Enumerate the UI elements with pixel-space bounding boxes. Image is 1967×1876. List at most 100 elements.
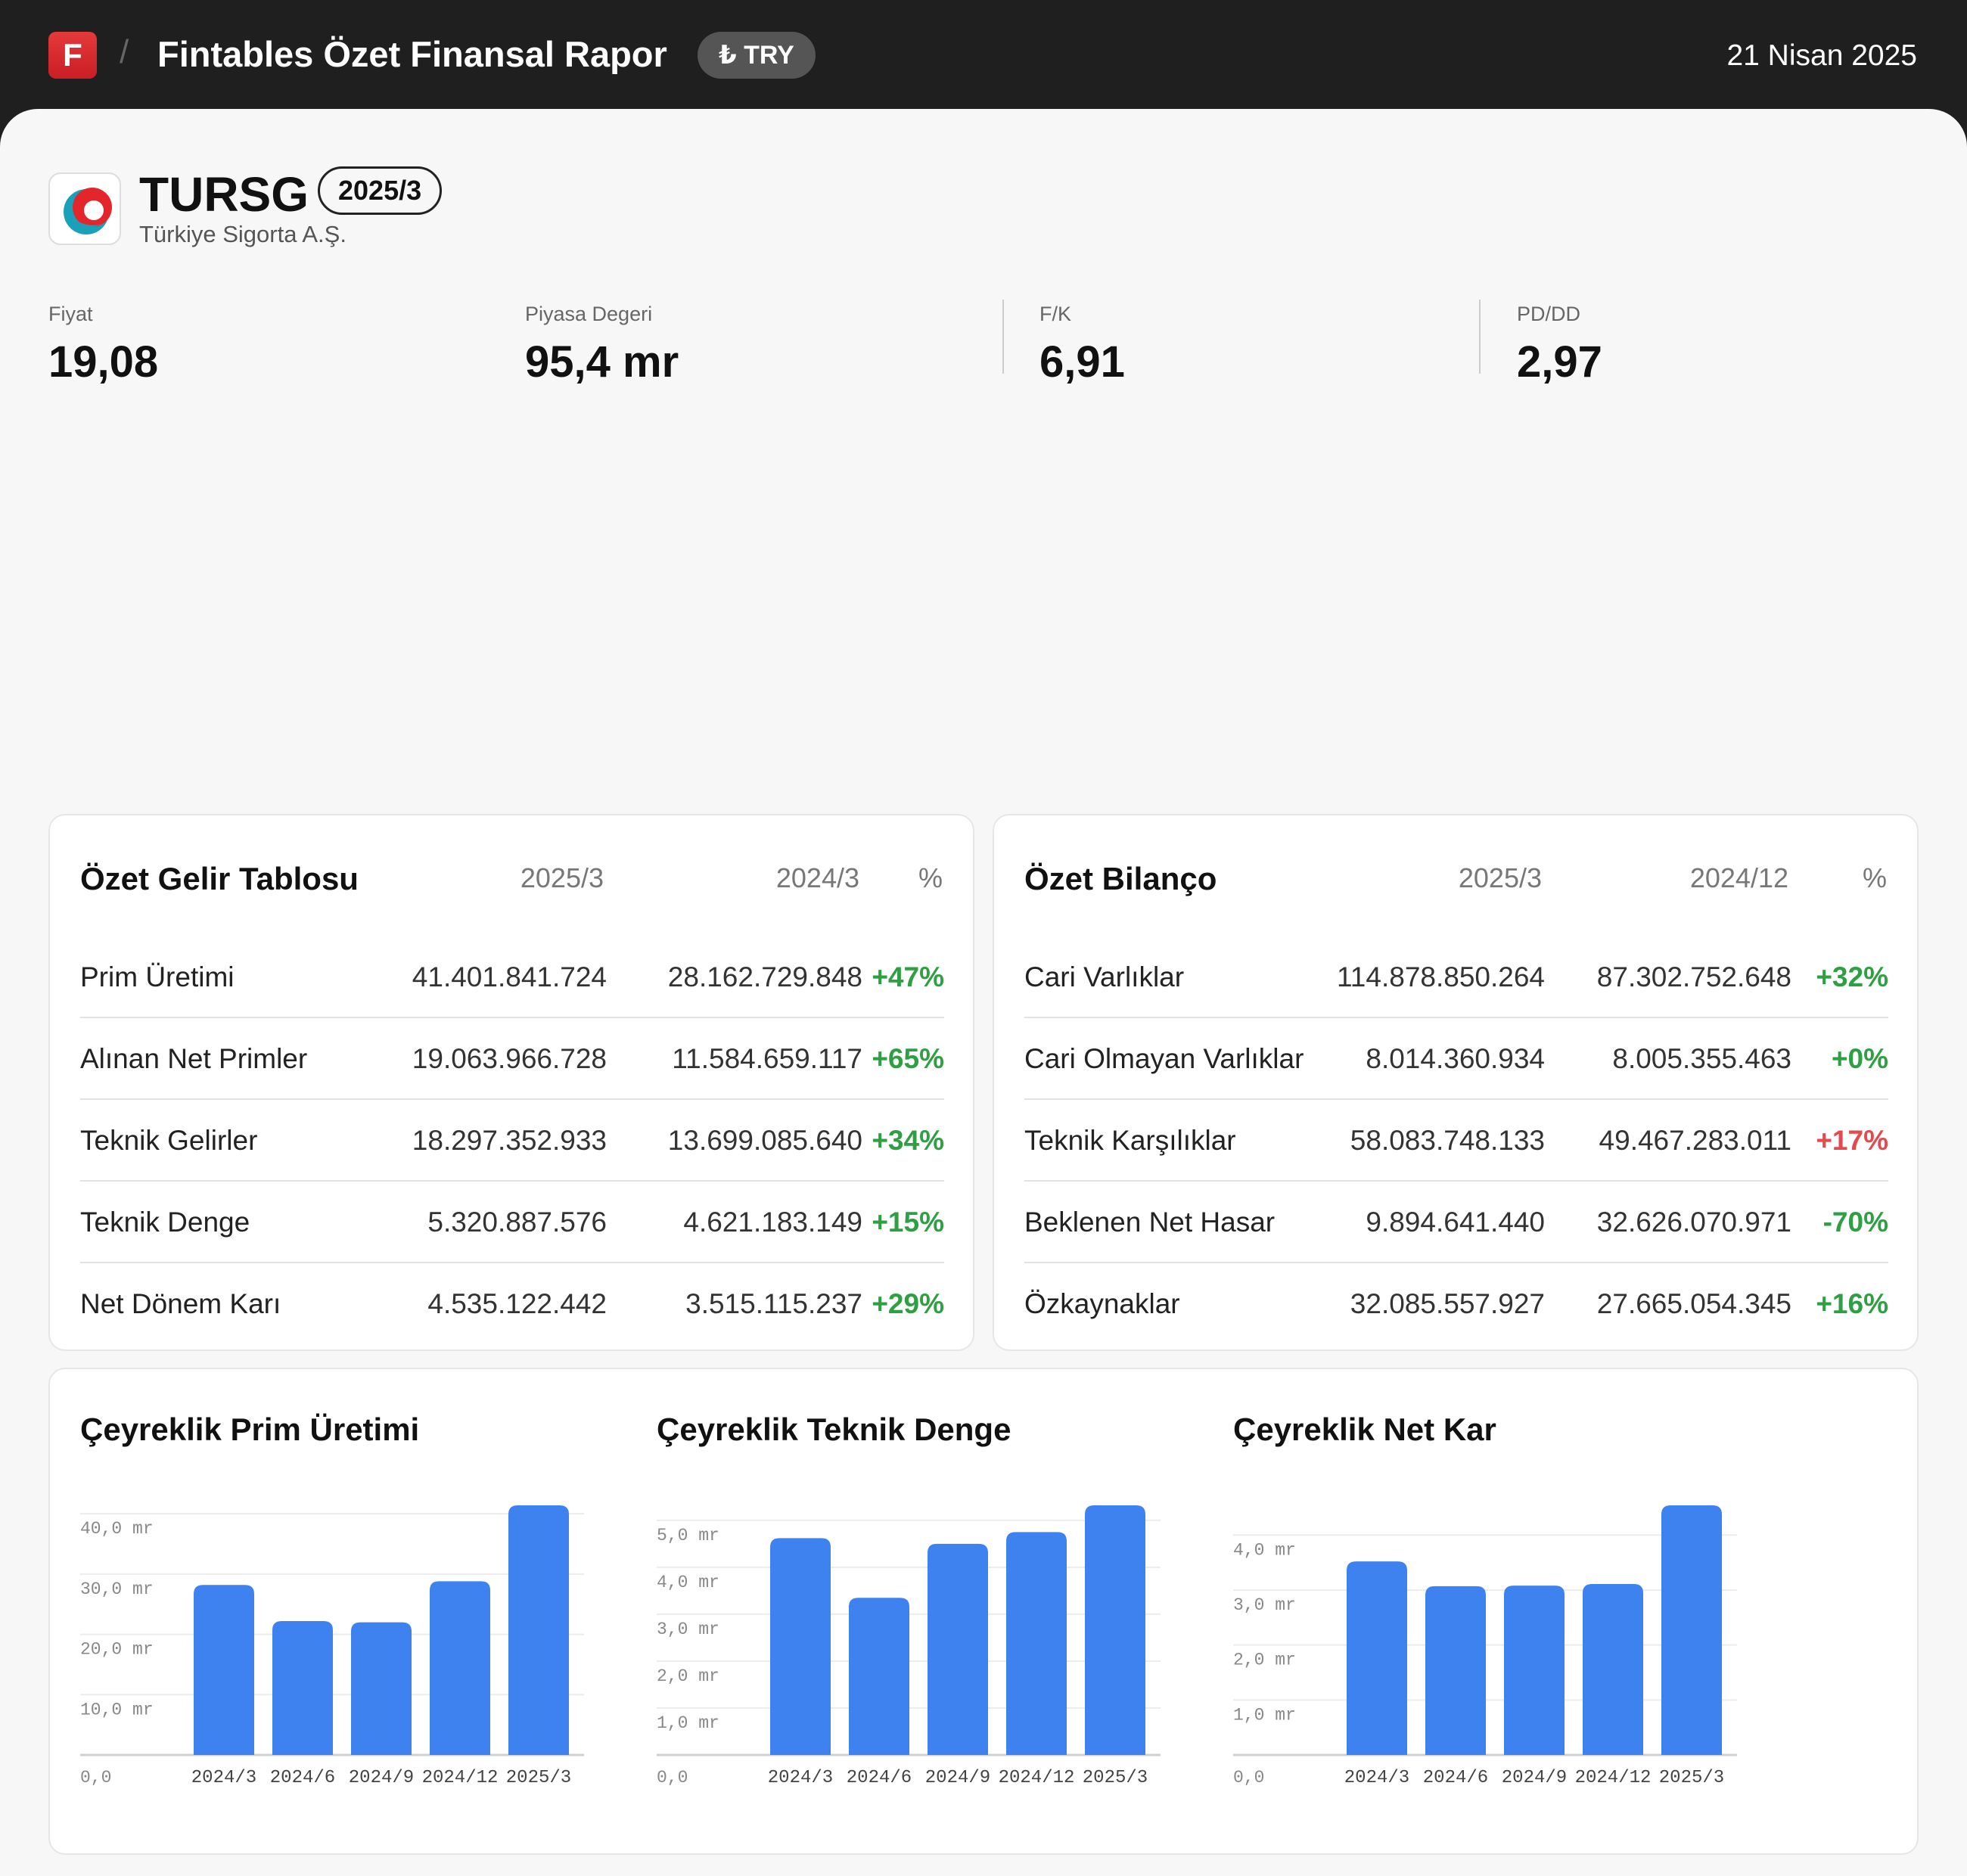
bar[interactable] (1085, 1505, 1145, 1755)
x-tick-label: 2024/9 (1502, 1768, 1567, 1788)
bar[interactable] (770, 1538, 831, 1755)
row-change: +17% (1816, 1125, 1888, 1156)
row-label: Teknik Gelirler (80, 1125, 258, 1156)
x-tick-label: 2025/3 (1083, 1768, 1148, 1788)
row-change: -70% (1823, 1207, 1888, 1238)
bar[interactable] (1504, 1586, 1565, 1755)
currency-badge[interactable]: ₺ TRY (698, 32, 816, 79)
row-current: 9.894.641.440 (1366, 1207, 1545, 1238)
company-name: Türkiye Sigorta A.Ş. (139, 221, 346, 247)
x-tick-label: 2024/12 (1575, 1768, 1652, 1788)
balance-col-previous: 2024/12 (1689, 862, 1788, 893)
metric-price: Fiyat 19,08 (48, 303, 158, 387)
row-label: Alınan Net Primler (80, 1043, 308, 1074)
row-label: Teknik Denge (80, 1207, 250, 1238)
row-previous: 28.162.729.848 (667, 961, 862, 992)
row-current: 114.878.850.264 (1336, 961, 1545, 992)
bar[interactable] (1347, 1561, 1407, 1755)
x-tick-label: 2024/9 (925, 1768, 990, 1788)
bar[interactable] (1425, 1586, 1486, 1755)
metric-label: Fiyat (48, 303, 93, 325)
row-current: 5.320.887.576 (427, 1207, 607, 1238)
metric-value: 19,08 (48, 337, 159, 387)
bar[interactable] (1006, 1532, 1067, 1755)
y-tick-label: 0,0 (1233, 1768, 1264, 1787)
balance-row: Cari Varlıklar 114.878.850.264 87.302.75… (1024, 936, 1888, 1018)
y-tick-label: 30,0 mr (80, 1579, 154, 1599)
x-tick-label: 2024/6 (847, 1768, 912, 1788)
report-content: TURSG 2025/3 Türkiye Sigorta A.Ş. Fiyat … (0, 109, 1967, 1876)
chart-technical-balance: 0,0 1,0 mr 2,0 mr 3,0 mr 4,0 mr 5,0 mr 2024/3 2… (657, 1505, 1161, 1788)
bar[interactable] (508, 1505, 569, 1755)
row-current: 41.401.841.724 (412, 961, 607, 992)
row-previous: 11.584.659.117 (672, 1043, 862, 1074)
row-previous: 4.621.183.149 (683, 1207, 862, 1238)
chart-title-premium: Çeyreklik Prim Üretimi (80, 1412, 420, 1447)
y-tick-label: 2,0 mr (657, 1666, 719, 1686)
metric-pb: PD/DD 2,97 (1517, 303, 1602, 387)
bar[interactable] (272, 1621, 333, 1755)
balance-sheet-card: Özet Bilanço 2025/3 2024/12 % Cari Varlı… (993, 814, 1919, 1351)
row-current: 18.297.352.933 (412, 1125, 607, 1156)
income-row: Prim Üretimi 41.401.841.724 28.162.729.8… (80, 936, 944, 1018)
balance-col-change: % (1862, 862, 1887, 893)
row-current: 58.083.748.133 (1350, 1125, 1545, 1156)
y-tick-label: 20,0 mr (80, 1640, 154, 1660)
row-current: 4.535.122.442 (427, 1288, 607, 1319)
metric-label: PD/DD (1517, 303, 1581, 325)
row-label: Net Dönem Karı (80, 1288, 281, 1319)
income-row: Net Dönem Karı 4.535.122.442 3.515.115.2… (80, 1263, 944, 1345)
row-change: +47% (872, 961, 944, 992)
report-date: 21 Nisan 2025 (1726, 39, 1917, 72)
x-tick-label: 2024/9 (349, 1768, 414, 1788)
page-title: Fintables Özet Finansal Rapor (157, 34, 667, 74)
row-change: +34% (872, 1125, 944, 1156)
row-label: Özkaynaklar (1024, 1288, 1180, 1319)
bar[interactable] (928, 1543, 988, 1755)
y-tick-label: 0,0 (80, 1768, 111, 1787)
income-statement-card: Özet Gelir Tablosu 2025/3 2024/3 % Prim … (48, 814, 974, 1351)
bar[interactable] (351, 1622, 412, 1755)
balance-col-current: 2025/3 (1458, 862, 1542, 893)
fintables-logo[interactable]: F (48, 32, 97, 79)
bar[interactable] (1661, 1505, 1722, 1755)
metric-divider (1002, 300, 1004, 374)
chart-title-technical-balance: Çeyreklik Teknik Denge (657, 1412, 1011, 1447)
y-tick-label: 4,0 mr (657, 1573, 719, 1592)
y-tick-label: 1,0 mr (657, 1713, 719, 1733)
company-logo (48, 172, 121, 245)
balance-row: Teknik Karşılıklar 58.083.748.133 49.467… (1024, 1100, 1888, 1182)
x-tick-label: 2024/6 (1423, 1768, 1488, 1788)
metric-market-cap: Piyasa Degeri 95,4 mr (525, 303, 679, 387)
bar[interactable] (849, 1598, 909, 1755)
bar[interactable] (194, 1585, 254, 1755)
row-current: 8.014.360.934 (1366, 1043, 1545, 1074)
x-tick-label: 2024/3 (768, 1768, 833, 1788)
metric-pe: F/K 6,91 (1039, 303, 1125, 387)
row-label: Prim Üretimi (80, 961, 235, 992)
period-badge: 2025/3 (318, 166, 443, 215)
x-tick-label: 2024/12 (422, 1768, 499, 1788)
bar[interactable] (430, 1581, 490, 1755)
balance-row: Özkaynaklar 32.085.557.927 27.665.054.34… (1024, 1263, 1888, 1345)
top-bar: F / Fintables Özet Finansal Rapor ₺ TRY … (0, 0, 1967, 113)
row-change: +16% (1816, 1288, 1888, 1319)
metric-label: Piyasa Degeri (525, 303, 653, 325)
metric-value: 95,4 mr (525, 337, 679, 387)
row-change: +65% (872, 1043, 944, 1074)
x-tick-label: 2024/6 (270, 1768, 335, 1788)
y-tick-label: 40,0 mr (80, 1519, 154, 1539)
breadcrumb-separator: / (120, 33, 129, 70)
y-tick-label: 1,0 mr (1233, 1705, 1296, 1725)
row-change: +32% (1816, 961, 1888, 992)
balance-row: Beklenen Net Hasar 9.894.641.440 32.626.… (1024, 1182, 1888, 1263)
row-label: Cari Varlıklar (1024, 961, 1185, 992)
x-tick-label: 2025/3 (506, 1768, 571, 1788)
row-label: Cari Olmayan Varlıklar (1024, 1043, 1304, 1074)
y-tick-label: 2,0 mr (1233, 1651, 1296, 1670)
metric-divider (1479, 300, 1481, 374)
metric-value: 2,97 (1517, 337, 1602, 387)
bar[interactable] (1583, 1583, 1643, 1755)
income-row: Teknik Gelirler 18.297.352.933 13.699.08… (80, 1100, 944, 1182)
row-change: +0% (1831, 1043, 1888, 1074)
